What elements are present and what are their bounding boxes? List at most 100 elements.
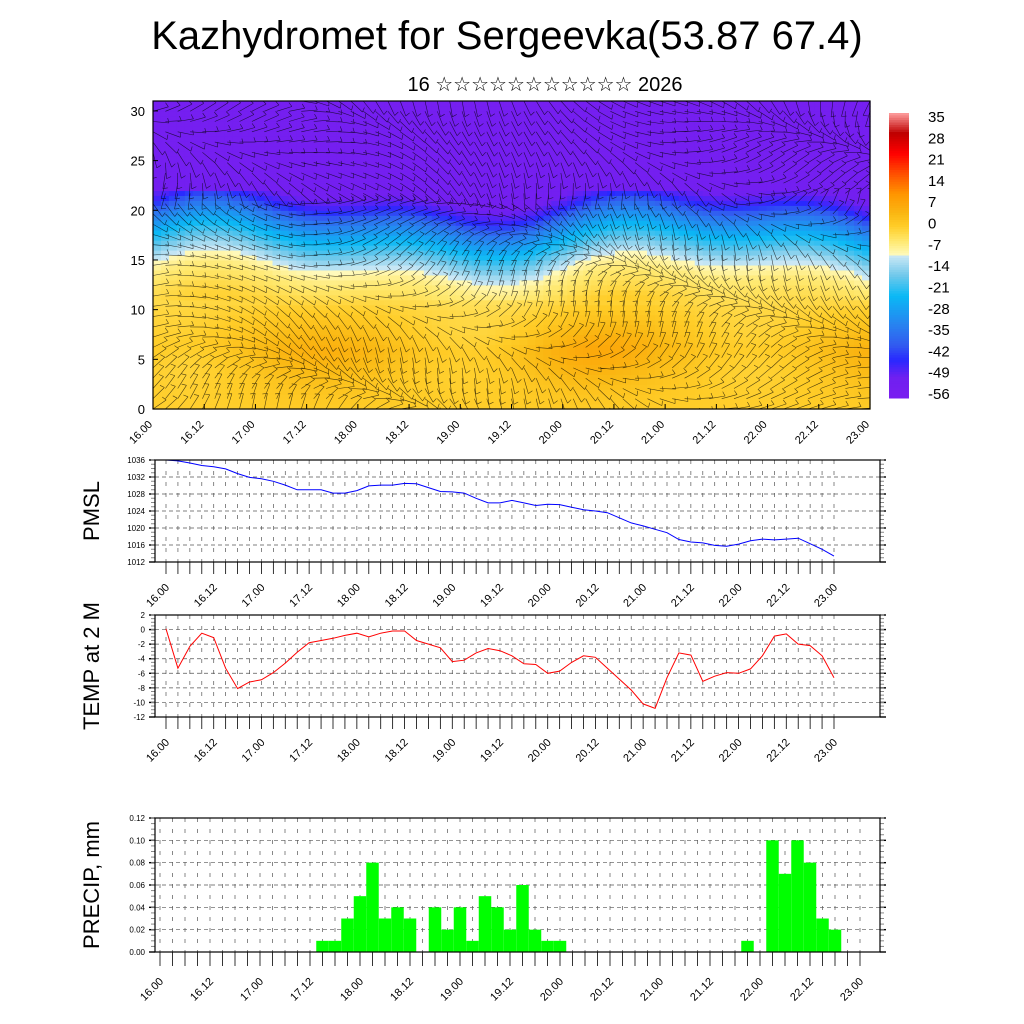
- heatmap-cell: [344, 105, 353, 112]
- heatmap-cell: [503, 135, 513, 142]
- heatmap-cell: [463, 105, 473, 112]
- heatmap-cell: [463, 200, 473, 206]
- heatmap-cell: [264, 274, 274, 281]
- heatmap-cell: [368, 200, 377, 206]
- heatmap-cell: [399, 255, 409, 261]
- heatmap-cell: [328, 190, 337, 196]
- heatmap-cell: [328, 140, 337, 147]
- heatmap-cell: [272, 140, 282, 147]
- heatmap-cell: [312, 334, 321, 341]
- heatmap-cell: [184, 130, 194, 137]
- heatmap-cell: [232, 200, 242, 206]
- heatmap-cell: [248, 304, 258, 311]
- heatmap-cell: [790, 289, 799, 296]
- heatmap-cell: [192, 101, 202, 107]
- heatmap-cell: [742, 170, 752, 177]
- heatmap-cell: [646, 245, 656, 251]
- heatmap-cell: [264, 150, 274, 157]
- heatmap-cell: [702, 170, 712, 177]
- heatmap-cell: [575, 140, 584, 147]
- heatmap-cell: [407, 259, 417, 266]
- heatmap-cell: [176, 110, 186, 117]
- heatmap-cell: [662, 379, 672, 385]
- heatmap-cell: [646, 389, 656, 395]
- heatmap-cell: [344, 304, 353, 311]
- heatmap-cell: [312, 145, 321, 152]
- heatmap-cell: [503, 369, 513, 375]
- heatmap-cell: [638, 354, 648, 360]
- heatmap-cell: [272, 399, 282, 405]
- heatmap-cell: [280, 269, 290, 276]
- heatmap-cell: [248, 319, 258, 326]
- heatmap-cell: [718, 394, 728, 400]
- heatmap-cell: [423, 379, 433, 385]
- heatmap-cell: [463, 145, 473, 152]
- heatmap-cell: [392, 399, 401, 405]
- heatmap-cell: [615, 259, 624, 266]
- heatmap-cell: [535, 364, 544, 370]
- heatmap-cell: [631, 404, 640, 410]
- heatmap-cell: [304, 235, 313, 241]
- heatmap-cell: [678, 235, 688, 241]
- heatmap-cell: [360, 334, 369, 341]
- heatmap-cell: [399, 205, 409, 211]
- heatmap-cell: [487, 115, 497, 122]
- heatmap-cell: [543, 185, 552, 192]
- heatmap-cell: [415, 364, 425, 370]
- heatmap-cell: [615, 329, 624, 336]
- heatmap-cell: [782, 329, 791, 336]
- heatmap-cell: [423, 344, 433, 350]
- heatmap-cell: [487, 120, 497, 127]
- heatmap-cell: [750, 165, 760, 172]
- heatmap-cell: [320, 304, 329, 311]
- heatmap-cell: [376, 225, 385, 231]
- heatmap-cell: [551, 309, 560, 316]
- heatmap-cell: [360, 165, 369, 172]
- heatmap-cell: [423, 319, 433, 326]
- heatmap-cell: [447, 205, 457, 211]
- heatmap-cell: [718, 155, 728, 162]
- heatmap-cell: [312, 110, 321, 117]
- heatmap-cell: [320, 225, 329, 231]
- heatmap-cell: [694, 190, 704, 196]
- heatmap-cell: [463, 205, 473, 211]
- heatmap-cell: [607, 140, 616, 147]
- heatmap-cell: [280, 334, 290, 341]
- heatmap-cell: [471, 220, 481, 226]
- heatmap-cell: [423, 374, 433, 380]
- heatmap-cell: [471, 180, 481, 187]
- heatmap-cell: [192, 125, 202, 132]
- heatmap-cell: [662, 269, 672, 276]
- heatmap-cell: [607, 284, 616, 291]
- heatmap-cell: [702, 125, 712, 132]
- heatmap-cell: [591, 240, 600, 246]
- heatmap-cell: [368, 259, 377, 266]
- heatmap-cell: [320, 200, 329, 206]
- heatmap-cell: [631, 269, 640, 276]
- heatmap-cell: [264, 110, 274, 117]
- heatmap-cell: [503, 200, 513, 206]
- heatmap-cell: [654, 135, 664, 142]
- heatmap-cell: [615, 185, 624, 192]
- heatmap-cell: [280, 101, 290, 107]
- heatmap-cell: [535, 130, 544, 137]
- heatmap-cell: [527, 339, 536, 346]
- heatmap-cell: [304, 255, 313, 261]
- heatmap-cell: [774, 210, 783, 216]
- heatmap-cell: [312, 344, 321, 350]
- heatmap-cell: [742, 259, 752, 266]
- heatmap-cell: [439, 359, 449, 365]
- heatmap-cell: [503, 329, 513, 336]
- heatmap-cell: [200, 205, 210, 211]
- heatmap-cell: [599, 329, 608, 336]
- heatmap-cell: [774, 110, 783, 117]
- heatmap-cell: [399, 314, 409, 321]
- heatmap-cell: [511, 125, 521, 132]
- heatmap-cell: [726, 279, 736, 286]
- heatmap-cell: [407, 160, 417, 167]
- heatmap-cell: [216, 279, 226, 286]
- heatmap-cell: [694, 349, 704, 355]
- heatmap-cell: [583, 155, 592, 162]
- heatmap-cell: [599, 145, 608, 152]
- heatmap-cell: [495, 309, 505, 316]
